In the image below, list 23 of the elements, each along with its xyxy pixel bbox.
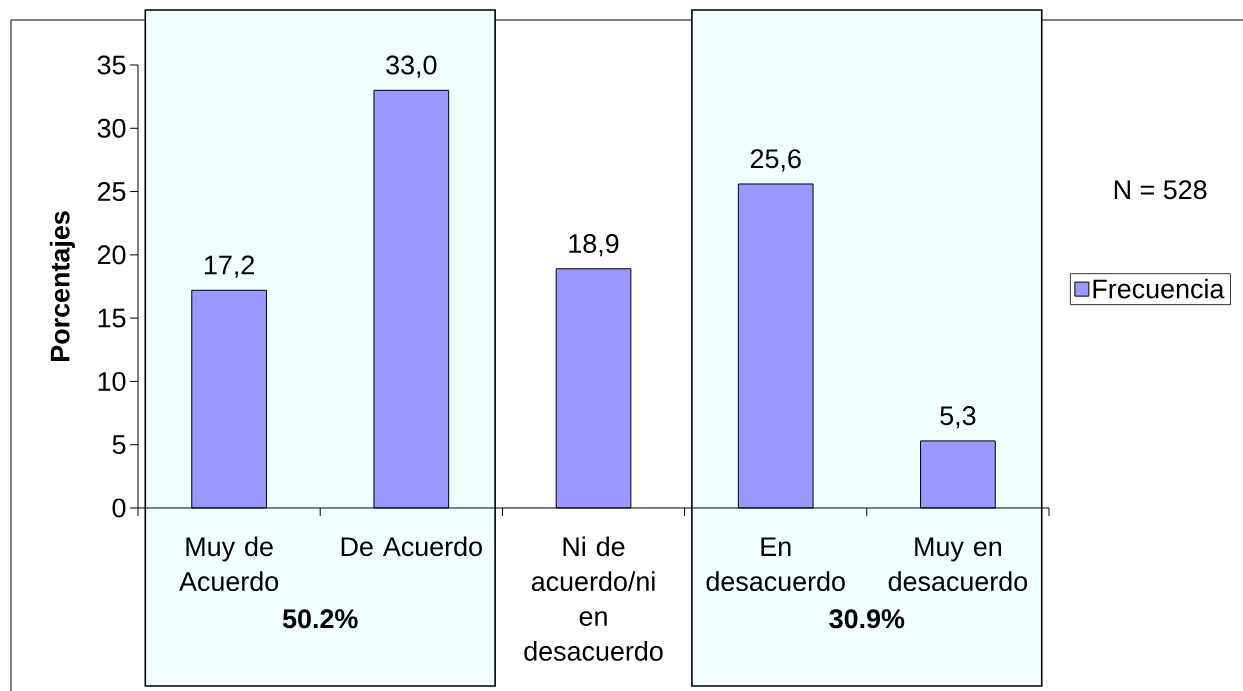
y-tick-label: 20 [97,245,126,265]
x-tick-label: En desacuerdo [706,537,845,592]
x-tick-label: Ni de acuerdo/ni en desacuerdo [524,536,663,661]
x-tick-label: Muy de Acuerdo [179,536,279,592]
y-tick-label: 30 [97,118,126,138]
data-label: 5,3 [940,406,976,429]
y-tick-label: 0 [112,498,126,518]
band-label: 30.9% [829,609,905,629]
band-label: 50.2% [282,609,358,629]
data-label: 18,9 [569,233,619,257]
y-tick-label: 5 [112,435,126,455]
text: N = 528 [1114,180,1207,200]
y-tick-label: 35 [97,55,126,75]
data-label: 17,2 [204,255,254,278]
x-tick-label: De Acuerdo [341,536,482,557]
x-tick-label: Muy en desacuerdo [888,537,1028,592]
y-tick-label: 15 [98,308,126,328]
legend-label: Frecuencia [1093,278,1225,299]
data-label: 33,0 [386,55,437,78]
y-axis-title: Porcentajes [49,211,75,361]
y-tick-label: 10 [98,371,126,391]
y-tick-label: 25 [97,182,126,202]
data-label: 25,6 [750,149,801,172]
